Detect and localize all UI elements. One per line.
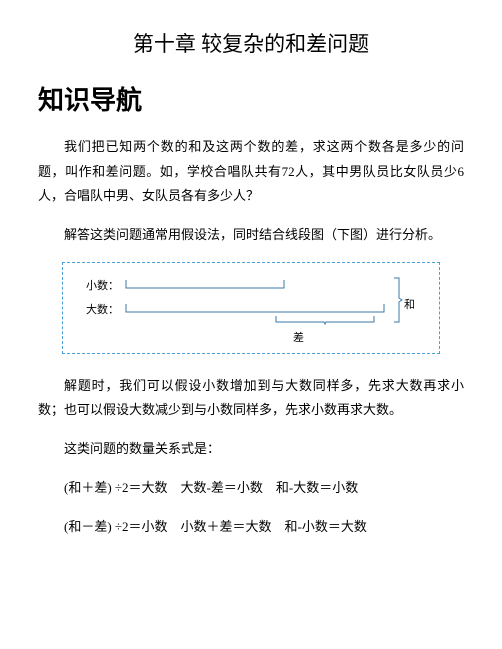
formula-2: (和－差) ÷2＝小数 小数＋差＝大数 和-小数＝大数 — [38, 515, 464, 540]
label-large: 大数： — [81, 301, 125, 317]
paragraph-3: 解题时，我们可以假设小数增加到与大数同样多，先求大数再求小数；也可以假设大数减少… — [38, 374, 464, 423]
label-diff: 差 — [293, 329, 304, 345]
chapter-title: 第十章 较复杂的和差问题 — [38, 28, 464, 58]
right-brace-icon — [393, 277, 403, 323]
bracket-small-icon — [125, 279, 285, 291]
formula-1: (和＋差) ÷2＝大数 大数-差＝小数 和-大数＝小数 — [38, 476, 464, 501]
label-sum: 和 — [404, 296, 415, 312]
diagram-row-small: 小数： — [81, 277, 421, 293]
paragraph-1: 我们把已知两个数的和及这两个数的差，求这两个数各是多少的问题，叫作和差问题。如，… — [38, 135, 464, 209]
section-title: 知识导航 — [38, 80, 464, 117]
label-small: 小数： — [81, 277, 125, 293]
bracket-large-icon — [125, 303, 385, 315]
bracket-diff-icon — [275, 315, 375, 325]
paragraph-4: 这类问题的数量关系式是： — [38, 437, 464, 462]
line-diagram: 小数： 大数： 和 差 — [62, 262, 440, 354]
paragraph-2: 解答这类问题通常用假设法，同时结合线段图（下图）进行分析。 — [38, 223, 464, 248]
